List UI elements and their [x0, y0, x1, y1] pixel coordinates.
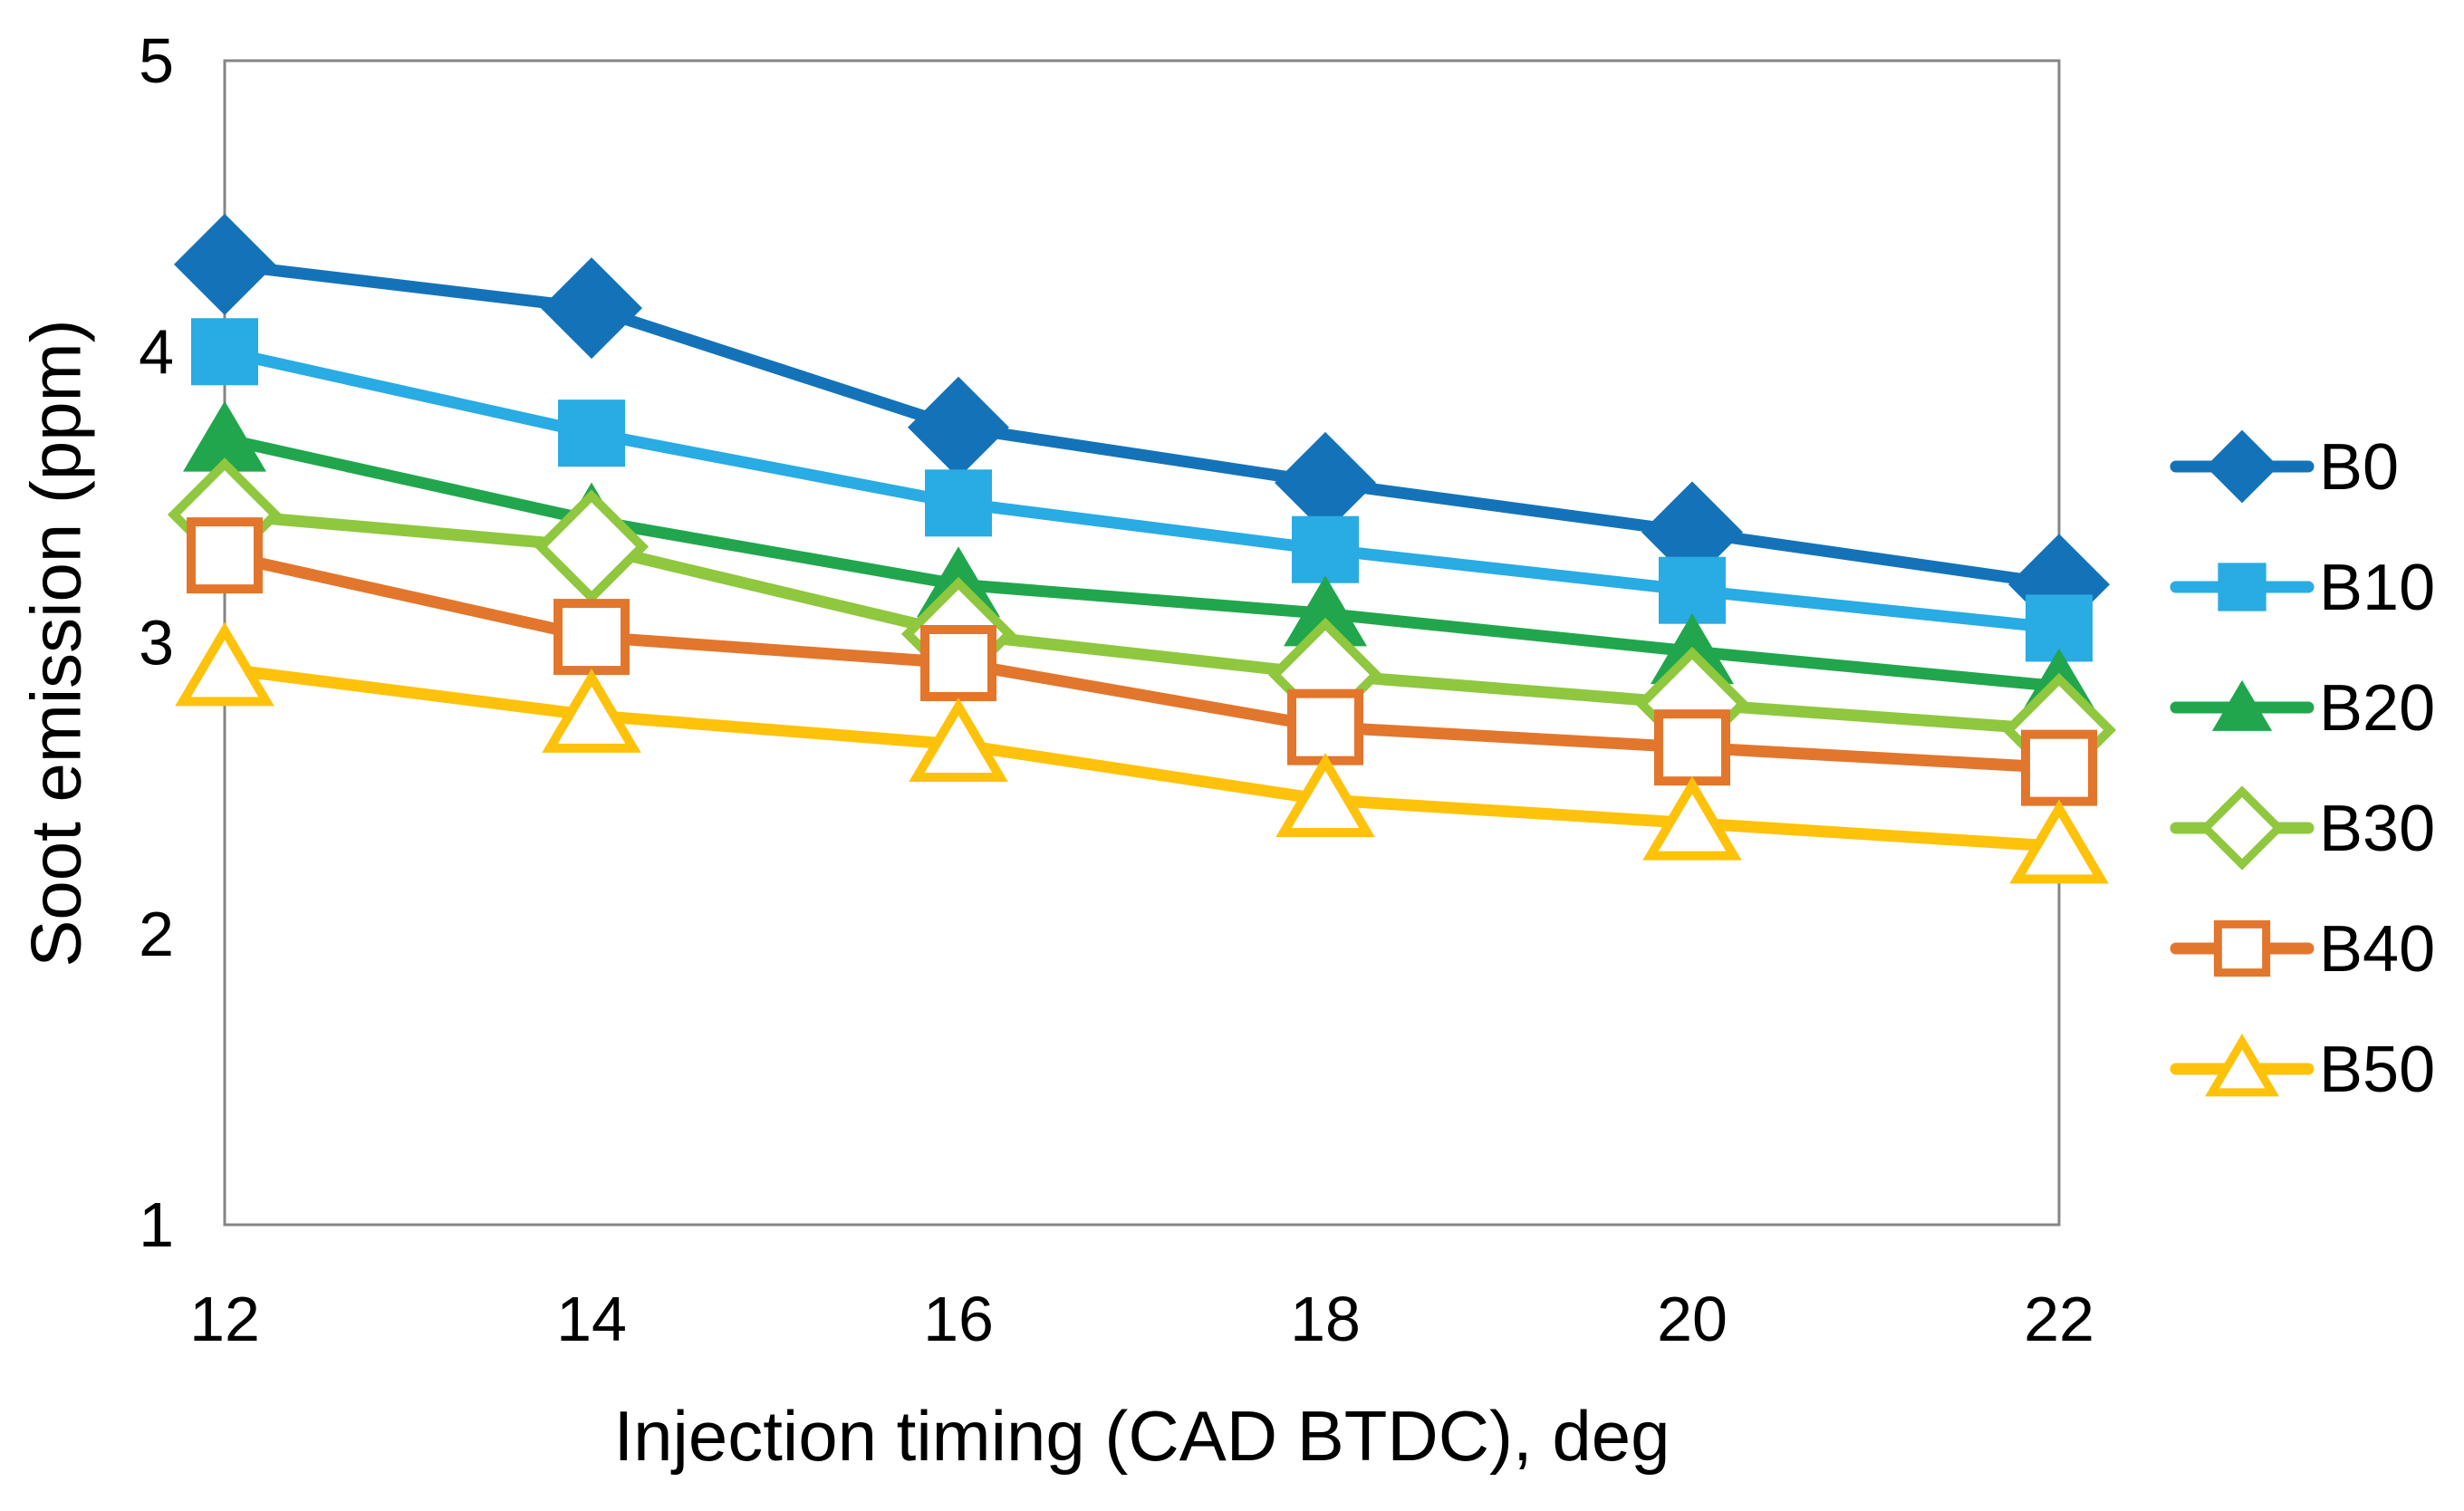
data-point-marker [1275, 753, 1375, 837]
data-point-marker [2205, 429, 2279, 504]
data-point-marker [187, 517, 263, 594]
y-axis-tick-label: 1 [139, 1189, 174, 1260]
data-point-marker [175, 621, 274, 707]
data-point-marker [2218, 563, 2267, 611]
x-axis-tick-label: 14 [556, 1284, 627, 1354]
y-axis-title: Soot emission (ppm) [15, 319, 96, 967]
y-axis-tick-label: 3 [139, 608, 174, 679]
y-axis-tick-label: 5 [139, 25, 174, 96]
data-point-marker [1292, 515, 1359, 583]
series-line-B20 [218, 433, 2065, 693]
data-point-marker [2205, 1033, 2279, 1097]
data-point-marker [2213, 919, 2271, 977]
x-axis-title: Injection timing (CAD BTDC), deg [613, 1396, 1670, 1476]
data-point-marker [183, 400, 266, 472]
data-point-marker [541, 257, 642, 360]
data-point-marker [1654, 709, 1730, 786]
data-point-marker [908, 376, 1009, 478]
series-line-B50 [218, 662, 2065, 852]
data-point-marker [1284, 575, 1367, 647]
data-point-marker [542, 668, 641, 753]
y-axis-tick-label: 4 [139, 316, 174, 387]
legend-label-B10: B10 [2319, 552, 2435, 624]
data-point-marker [1642, 775, 1742, 861]
series-line-B0 [218, 258, 2065, 591]
legend-label-B40: B40 [2319, 913, 2435, 986]
data-point-marker [925, 469, 992, 537]
data-point-marker [553, 599, 630, 676]
x-axis-tick-label: 12 [189, 1284, 260, 1354]
legend-label-B20: B20 [2319, 672, 2435, 745]
data-point-marker [920, 624, 996, 701]
series-line-B40 [218, 549, 2065, 775]
legend-label-B50: B50 [2319, 1034, 2435, 1106]
x-axis-tick-label: 20 [1657, 1284, 1728, 1354]
data-point-marker [534, 489, 650, 604]
data-point-marker [174, 213, 275, 315]
plot-area-border [223, 59, 2061, 1227]
data-point-marker [2021, 729, 2097, 806]
data-point-marker [191, 318, 258, 386]
data-point-marker [2009, 799, 2109, 884]
data-point-marker [558, 399, 625, 467]
x-axis-tick-label: 22 [2024, 1284, 2094, 1354]
data-point-marker [2211, 679, 2273, 731]
data-point-marker [1659, 556, 1726, 624]
data-point-marker [909, 698, 1008, 782]
y-axis-tick-label: 2 [139, 899, 174, 969]
series-line-B30 [218, 508, 2065, 736]
legend-label-B30: B30 [2319, 793, 2435, 865]
x-axis-tick-label: 18 [1290, 1284, 1361, 1354]
x-axis-tick-label: 16 [923, 1284, 994, 1354]
data-point-marker [1287, 688, 1363, 765]
data-point-marker [1275, 431, 1376, 534]
legend-label-B0: B0 [2319, 431, 2399, 504]
data-point-marker [2199, 785, 2285, 871]
series-line-B10 [218, 345, 2065, 634]
